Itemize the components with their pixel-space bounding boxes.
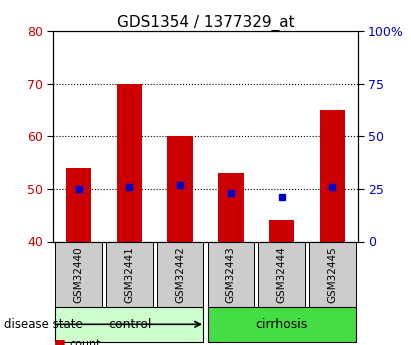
Bar bbox=[258, 241, 305, 307]
Bar bbox=[168, 136, 193, 242]
Text: control: control bbox=[108, 318, 151, 331]
Text: GSM32445: GSM32445 bbox=[327, 246, 337, 303]
Text: GSM32442: GSM32442 bbox=[175, 246, 185, 303]
Text: count: count bbox=[70, 339, 102, 345]
Bar bbox=[106, 241, 153, 307]
Bar bbox=[269, 220, 294, 242]
Bar bbox=[66, 168, 91, 241]
Text: GSM32443: GSM32443 bbox=[226, 246, 236, 303]
Text: cirrhosis: cirrhosis bbox=[255, 318, 308, 331]
Bar bbox=[157, 241, 203, 307]
Bar bbox=[208, 241, 254, 307]
Text: ■: ■ bbox=[53, 344, 65, 345]
Title: GDS1354 / 1377329_at: GDS1354 / 1377329_at bbox=[117, 15, 294, 31]
Text: GSM32441: GSM32441 bbox=[125, 246, 134, 303]
Text: ■: ■ bbox=[53, 337, 65, 345]
Bar bbox=[208, 307, 356, 342]
Bar bbox=[319, 110, 345, 242]
Text: GSM32444: GSM32444 bbox=[277, 246, 286, 303]
Bar bbox=[117, 83, 142, 242]
Text: disease state: disease state bbox=[4, 318, 83, 331]
Bar bbox=[218, 173, 243, 242]
Text: GSM32440: GSM32440 bbox=[74, 246, 84, 303]
Bar bbox=[309, 241, 356, 307]
Bar bbox=[55, 307, 203, 342]
Bar bbox=[55, 241, 102, 307]
